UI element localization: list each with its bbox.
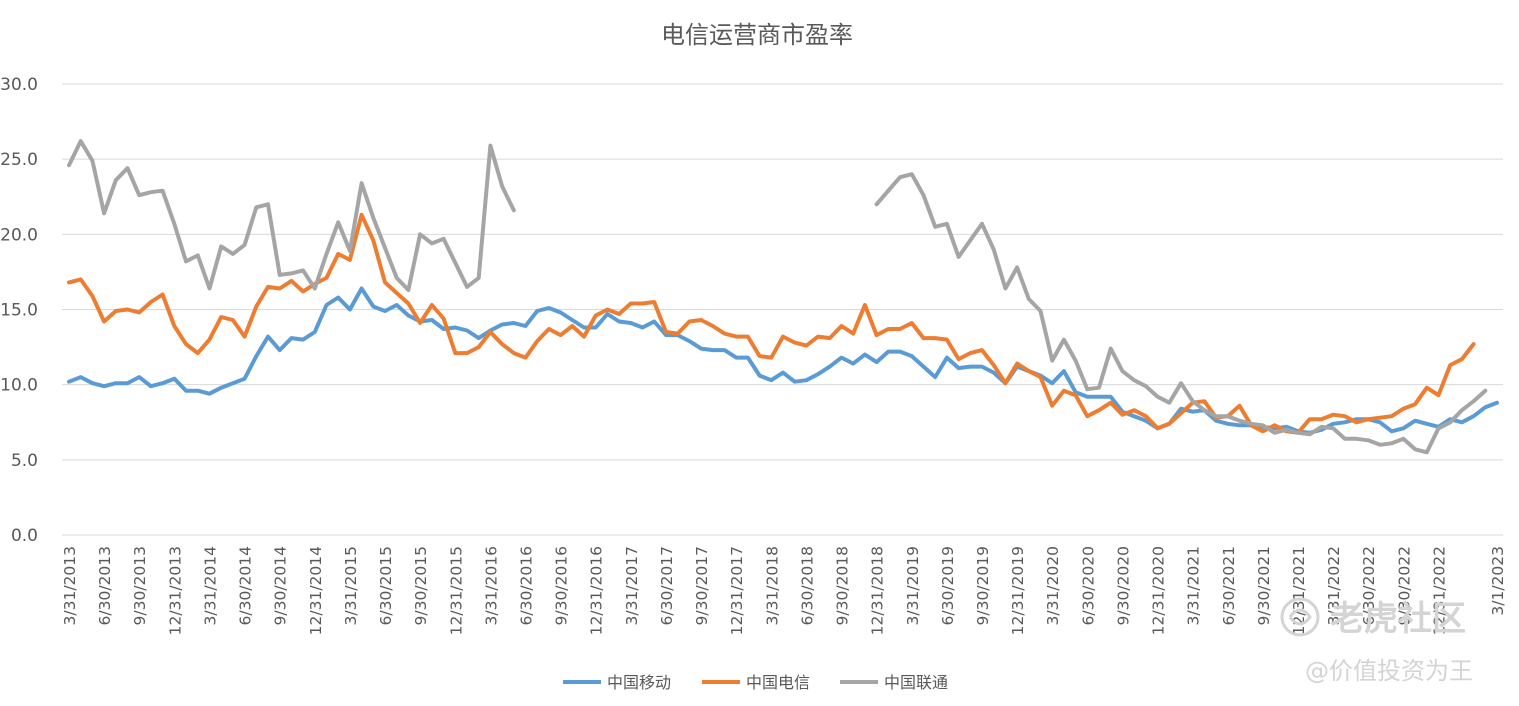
x-tick-label: 12/31/2018 <box>869 546 887 635</box>
legend: 中国移动 中国电信 中国联通 <box>563 673 948 692</box>
x-tick-label: 6/30/2020 <box>1079 546 1097 625</box>
x-tick-label: 6/30/2018 <box>798 546 816 625</box>
x-tick-label: 6/30/2013 <box>96 546 114 625</box>
x-tick-label: 6/30/2021 <box>1220 546 1238 625</box>
legend-item: 中国移动 <box>563 673 671 692</box>
x-tick-label: 3/31/2015 <box>342 546 360 625</box>
y-tick-label: 15.0 <box>0 301 38 321</box>
series-line-中国联通 <box>67 139 1488 455</box>
x-tick-label: 3/31/2018 <box>763 546 781 625</box>
x-tick-label: 3/31/2016 <box>482 546 500 625</box>
legend-item: 中国联通 <box>840 673 948 692</box>
x-tick-label: 9/30/2018 <box>834 546 852 625</box>
x-tick-label: 12/31/2019 <box>1009 546 1027 635</box>
watermark: 老虎社区 @价值投资为王 <box>1280 597 1473 685</box>
x-tick-label: 3/31/2021 <box>1185 546 1203 625</box>
x-tick-label: 6/30/2014 <box>237 546 255 625</box>
x-tick-label: 9/30/2016 <box>553 546 571 625</box>
y-axis-ticks: 0.0 5.0 10.0 15.0 20.0 25.0 30.0 <box>0 75 38 546</box>
x-tick-label: 3/31/2017 <box>623 546 641 625</box>
x-tick-label: 3/31/2014 <box>201 546 219 625</box>
tiger-logo-icon <box>1280 597 1320 637</box>
series-line-中国移动 <box>67 286 1499 435</box>
x-tick-label: 3/31/2022 <box>1325 546 1343 625</box>
x-tick-label: 12/31/2015 <box>447 546 465 635</box>
x-tick-label: 9/30/2017 <box>693 546 711 625</box>
x-tick-label: 12/31/2020 <box>1150 546 1168 635</box>
y-tick-label: 30.0 <box>0 75 38 95</box>
x-tick-label: 6/30/2015 <box>377 546 395 625</box>
y-tick-label: 20.0 <box>0 225 38 245</box>
watermark-handle: @价值投资为王 <box>1305 657 1473 685</box>
x-tick-label: 12/31/2014 <box>307 546 325 635</box>
y-tick-label: 25.0 <box>0 150 38 170</box>
watermark-brand: 老虎社区 <box>1330 599 1466 639</box>
x-tick-label: 6/30/2017 <box>658 546 676 625</box>
x-tick-label: 6/30/2016 <box>517 546 535 625</box>
legend-label: 中国电信 <box>746 673 810 692</box>
x-tick-label: 9/30/2015 <box>412 546 430 625</box>
x-tick-label: 3/1/2023 <box>1489 546 1507 616</box>
x-tick-label: 9/30/2019 <box>974 546 992 625</box>
y-tick-label: 5.0 <box>11 451 38 471</box>
x-tick-label: 12/31/2022 <box>1430 546 1448 635</box>
x-tick-label: 3/31/2020 <box>1044 546 1062 625</box>
legend-label: 中国联通 <box>884 673 948 692</box>
x-tick-label: 9/30/2020 <box>1114 546 1132 625</box>
chart-title: 电信运营商市盈率 <box>661 21 853 49</box>
x-tick-label: 9/30/2014 <box>272 546 290 625</box>
x-tick-label: 9/30/2013 <box>131 546 149 625</box>
y-tick-label: 10.0 <box>0 376 38 396</box>
x-tick-label: 12/31/2016 <box>588 546 606 635</box>
series-line-中国电信 <box>67 212 1476 435</box>
series-lines <box>67 139 1499 455</box>
y-tick-label: 0.0 <box>11 526 38 546</box>
x-tick-label: 12/31/2013 <box>166 546 184 635</box>
x-axis-ticks: 3/31/2013 6/30/2013 9/30/2013 12/31/2013 3/3… <box>61 546 1507 635</box>
x-tick-label: 9/30/2022 <box>1395 546 1413 625</box>
x-tick-label: 6/30/2022 <box>1360 546 1378 625</box>
x-tick-label: 12/31/2017 <box>728 546 746 635</box>
legend-label: 中国移动 <box>607 673 671 692</box>
x-tick-label: 3/31/2013 <box>61 546 79 625</box>
x-tick-label: 6/30/2019 <box>939 546 957 625</box>
x-tick-label: 3/31/2019 <box>904 546 922 625</box>
gridlines <box>62 83 1503 536</box>
x-tick-label: 9/30/2021 <box>1255 546 1273 625</box>
legend-item: 中国电信 <box>702 673 810 692</box>
